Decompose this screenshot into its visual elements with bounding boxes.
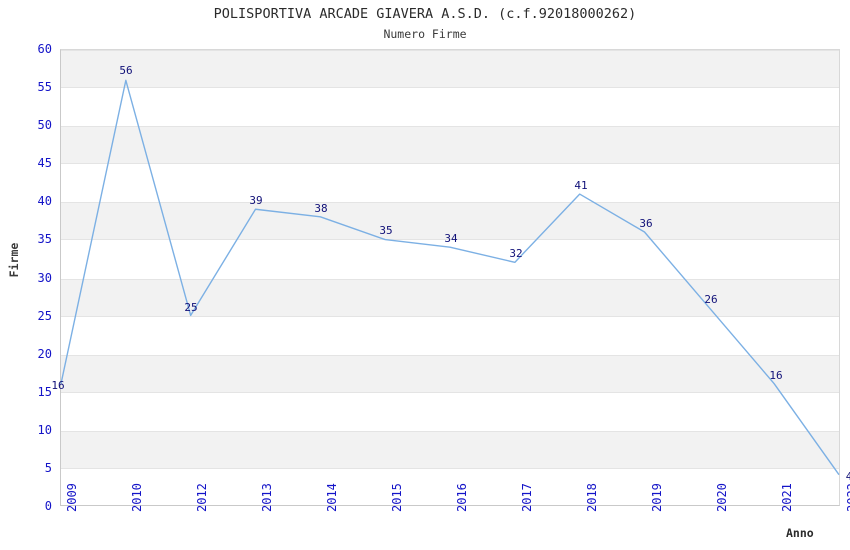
y-tick-label: 35 bbox=[37, 232, 52, 247]
y-axis-title: Firme bbox=[7, 242, 21, 278]
data-label: 26 bbox=[704, 292, 718, 306]
data-label: 32 bbox=[509, 247, 523, 261]
y-tick-label: 0 bbox=[44, 499, 52, 513]
x-tick-label: 2009 bbox=[65, 483, 79, 512]
chart-subtitle: Numero Firme bbox=[383, 27, 467, 41]
data-label: 36 bbox=[639, 216, 653, 230]
x-tick-label: 2013 bbox=[260, 483, 274, 512]
x-tick-label: 2017 bbox=[520, 483, 534, 512]
grid-band bbox=[61, 126, 839, 165]
grid-band bbox=[61, 354, 839, 393]
y-tick-label: 5 bbox=[44, 460, 52, 475]
x-tick-label: 2015 bbox=[390, 483, 404, 512]
y-tick-label: 10 bbox=[37, 422, 52, 437]
y-tick-label: 40 bbox=[37, 194, 52, 209]
y-tick-label: 45 bbox=[37, 156, 52, 171]
data-label: 34 bbox=[444, 232, 458, 246]
x-axis-title: Anno bbox=[786, 526, 814, 540]
data-label: 41 bbox=[574, 178, 588, 192]
data-label: 16 bbox=[769, 369, 783, 383]
grid-band bbox=[61, 202, 839, 241]
y-tick-label: 60 bbox=[37, 42, 52, 56]
y-tick-label: 20 bbox=[37, 346, 52, 361]
line-series bbox=[60, 79, 840, 476]
x-tick-label: 2010 bbox=[130, 483, 144, 512]
y-tick-label: 15 bbox=[37, 384, 52, 399]
data-label: 25 bbox=[184, 300, 198, 314]
y-tick-label: 30 bbox=[37, 270, 52, 285]
data-label: 39 bbox=[249, 193, 263, 207]
grid-band bbox=[61, 278, 839, 317]
x-tick-label: 2021 bbox=[780, 483, 794, 512]
x-tick-label: 2022 bbox=[845, 483, 850, 512]
data-label: 35 bbox=[379, 224, 393, 238]
data-label: 16 bbox=[51, 379, 65, 393]
chart-title: POLISPORTIVA ARCADE GIAVERA A.S.D. (c.f.… bbox=[213, 6, 637, 22]
data-label: 4 bbox=[845, 469, 850, 483]
data-label: 56 bbox=[119, 64, 133, 78]
y-tick-label: 25 bbox=[37, 308, 52, 323]
x-tick-label: 2020 bbox=[715, 483, 729, 512]
series-line bbox=[60, 79, 840, 476]
data-label: 38 bbox=[314, 201, 328, 215]
x-tick-label: 2014 bbox=[325, 483, 339, 512]
y-tick-label: 55 bbox=[37, 80, 52, 95]
x-tick-label: 2018 bbox=[585, 483, 599, 512]
y-axis-tick-labels: 0 5 10 15 20 25 30 35 40 45 50 55 60 bbox=[0, 0, 52, 550]
grid-band bbox=[61, 50, 839, 89]
grid-band bbox=[61, 430, 839, 469]
x-tick-label: 2012 bbox=[195, 483, 209, 512]
x-tick-label: 2019 bbox=[650, 483, 664, 512]
y-tick-label: 50 bbox=[37, 118, 52, 133]
plot-area: 16 56 25 39 38 35 34 32 41 36 26 16 4 bbox=[51, 49, 850, 506]
x-tick-label: 2016 bbox=[455, 483, 469, 512]
